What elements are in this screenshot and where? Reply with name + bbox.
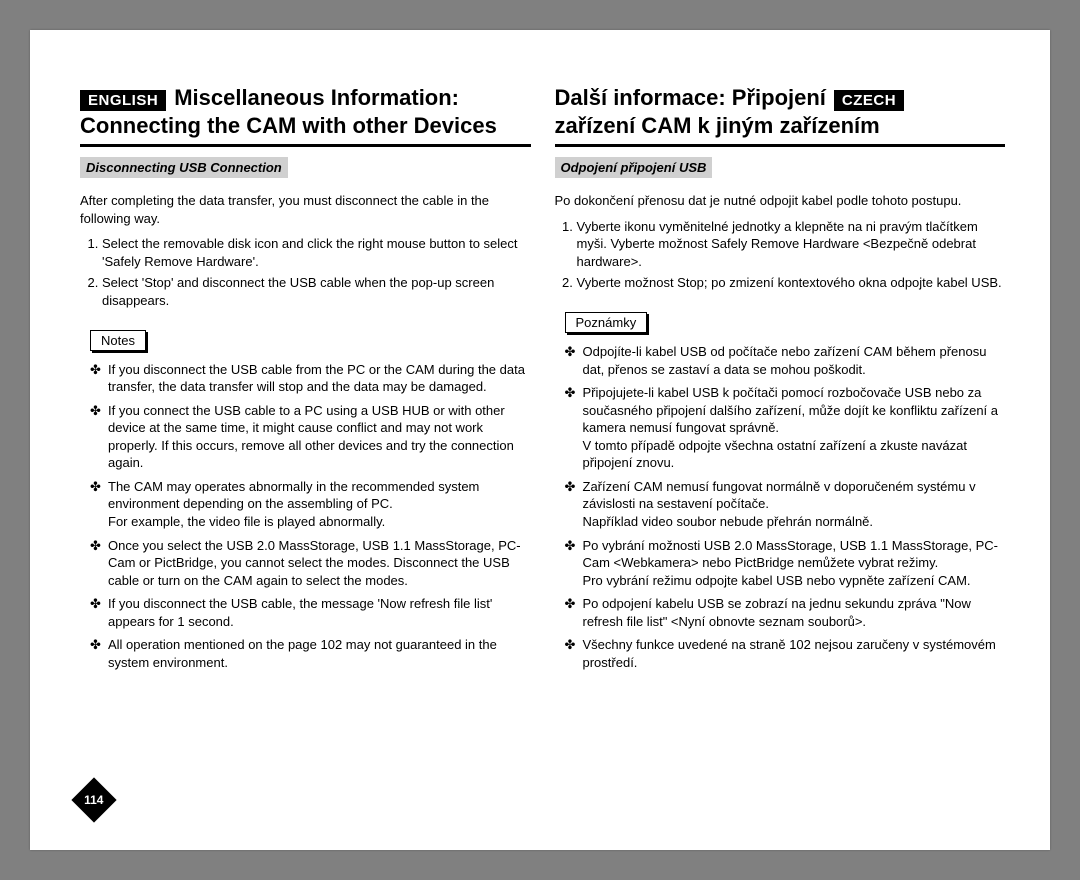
- right-hr: [555, 144, 1006, 147]
- right-steps: Vyberte ikonu vyměnitelné jednotky a kle…: [555, 218, 1006, 292]
- left-note: Once you select the USB 2.0 MassStorage,…: [90, 537, 531, 590]
- czech-badge: CZECH: [834, 90, 904, 111]
- left-step: Select 'Stop' and disconnect the USB cab…: [102, 274, 531, 309]
- right-title-line1: Další informace: Připojení: [555, 85, 826, 110]
- right-notes-list: Odpojíte-li kabel USB od počítače nebo z…: [555, 343, 1006, 671]
- page-number: 114: [84, 793, 103, 807]
- left-section-heading: Disconnecting USB Connection: [80, 157, 288, 178]
- left-note: If you disconnect the USB cable from the…: [90, 361, 531, 396]
- right-step: Vyberte ikonu vyměnitelné jednotky a kle…: [577, 218, 1006, 271]
- left-title-line1: Miscellaneous Information:: [174, 85, 459, 110]
- left-column: ENGLISH Miscellaneous Information: Conne…: [80, 85, 531, 677]
- right-intro: Po dokončení přenosu dat je nutné odpoji…: [555, 192, 1006, 210]
- left-header-row: ENGLISH Miscellaneous Information:: [80, 85, 531, 111]
- left-note: If you connect the USB cable to a PC usi…: [90, 402, 531, 472]
- right-notes-label: Poznámky: [565, 312, 648, 333]
- right-section-heading: Odpojení připojení USB: [555, 157, 713, 178]
- right-note: Zařízení CAM nemusí fungovat normálně v …: [565, 478, 1006, 531]
- left-hr: [80, 144, 531, 147]
- two-column-layout: ENGLISH Miscellaneous Information: Conne…: [80, 85, 1005, 677]
- right-note: Všechny funkce uvedené na straně 102 nej…: [565, 636, 1006, 671]
- left-step: Select the removable disk icon and click…: [102, 235, 531, 270]
- left-note: The CAM may operates abnormally in the r…: [90, 478, 531, 531]
- right-note: Po vybrání možnosti USB 2.0 MassStorage,…: [565, 537, 1006, 590]
- page-number-badge: 114: [71, 777, 116, 822]
- right-note: Odpojíte-li kabel USB od počítače nebo z…: [565, 343, 1006, 378]
- right-column: Další informace: Připojení CZECH zařízen…: [555, 85, 1006, 677]
- left-note: All operation mentioned on the page 102 …: [90, 636, 531, 671]
- left-title-block: ENGLISH Miscellaneous Information: Conne…: [80, 85, 531, 138]
- right-title-block: Další informace: Připojení CZECH zařízen…: [555, 85, 1006, 138]
- left-steps: Select the removable disk icon and click…: [80, 235, 531, 309]
- left-notes-list: If you disconnect the USB cable from the…: [80, 361, 531, 672]
- left-title-line2: Connecting the CAM with other Devices: [80, 113, 531, 138]
- english-badge: ENGLISH: [80, 90, 166, 111]
- right-note: Po odpojení kabelu USB se zobrazí na jed…: [565, 595, 1006, 630]
- left-notes-label: Notes: [90, 330, 146, 351]
- left-intro: After completing the data transfer, you …: [80, 192, 531, 227]
- right-step: Vyberte možnost Stop; po zmizení kontext…: [577, 274, 1006, 292]
- manual-page: ENGLISH Miscellaneous Information: Conne…: [30, 30, 1050, 850]
- right-note: Připojujete-li kabel USB k počítači pomo…: [565, 384, 1006, 472]
- right-header-row: Další informace: Připojení CZECH: [555, 85, 1006, 111]
- right-title-line2: zařízení CAM k jiným zařízením: [555, 113, 1006, 138]
- left-note: If you disconnect the USB cable, the mes…: [90, 595, 531, 630]
